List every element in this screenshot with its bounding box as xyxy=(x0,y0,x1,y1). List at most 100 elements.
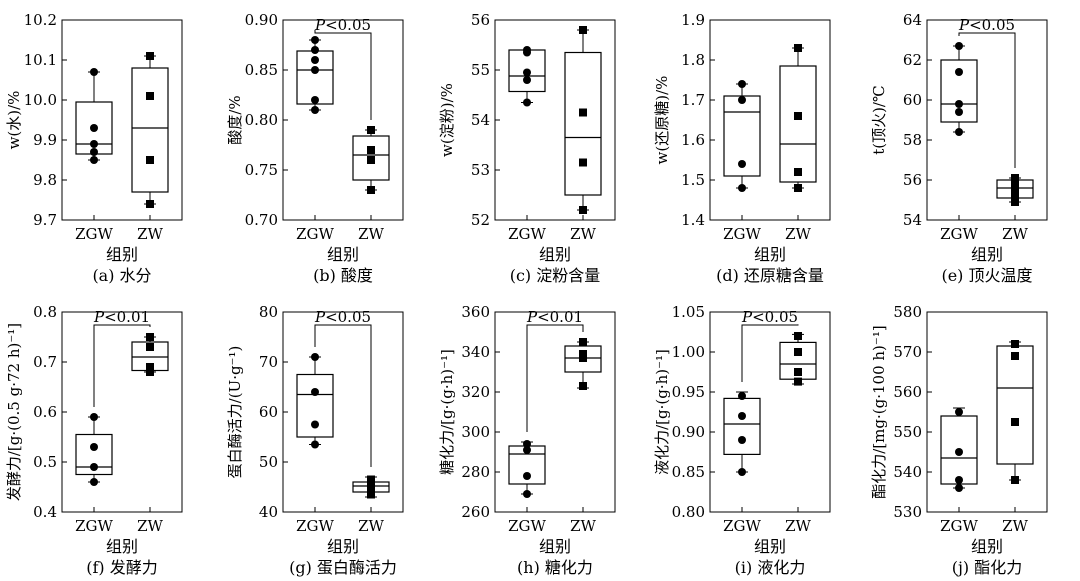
chart-b-data-point xyxy=(311,36,319,44)
chart-h-xlabel: 组别 xyxy=(539,537,571,556)
chart-b-ytick-label: 0.85 xyxy=(245,61,278,79)
chart-g-ytick-label: 50 xyxy=(259,453,278,471)
chart-i-significance-bracket xyxy=(741,324,799,382)
chart-d-data-point xyxy=(738,184,746,192)
chart-a-data-point xyxy=(90,148,98,156)
chart-h-data-point xyxy=(523,440,531,448)
chart-e-ytick-label: 64 xyxy=(903,11,922,29)
chart-c-ytick-label: 56 xyxy=(471,11,490,29)
chart-a-ytick-label: 10.0 xyxy=(24,91,57,109)
chart-h-ytick-label: 320 xyxy=(461,383,490,401)
chart-e-significance-label: P<0.05 xyxy=(958,16,1015,34)
chart-a-ytick-label: 10.2 xyxy=(24,11,57,29)
chart-c-ytick-label: 52 xyxy=(471,211,490,229)
chart-i-data-point xyxy=(738,412,746,420)
chart-i-data-point xyxy=(738,436,746,444)
chart-e-data-point xyxy=(1011,198,1019,206)
chart-h-significance-label: P<0.01 xyxy=(526,308,583,326)
chart-f-ytick-label: 0.6 xyxy=(33,403,57,421)
chart-a-ylabel: w(水)/% xyxy=(5,91,23,150)
chart-j-ytick-label: 550 xyxy=(893,423,922,441)
chart-b-xtick-label: ZW xyxy=(358,225,384,243)
chart-a-data-point xyxy=(90,124,98,132)
chart-h-ytick-label: 340 xyxy=(461,343,490,361)
chart-d-xtick-label: ZGW xyxy=(723,225,761,243)
chart-j-data-point xyxy=(1011,352,1019,360)
chart-e-data-point xyxy=(955,128,963,136)
chart-j-data-point xyxy=(955,408,963,416)
chart-e-data-point xyxy=(1011,190,1019,198)
chart-h-significance-bracket xyxy=(526,324,584,432)
chart-i-xtick-label: ZGW xyxy=(723,517,761,535)
chart-f-data-point xyxy=(146,333,154,341)
chart-b-data-point xyxy=(311,66,319,74)
chart-b-ytick-label: 0.70 xyxy=(245,211,278,229)
chart-e-xlabel: 组别 xyxy=(971,245,1003,264)
chart-b-ytick-label: 0.80 xyxy=(245,111,278,129)
chart-g-ytick-label: 40 xyxy=(259,503,278,521)
chart-a-box xyxy=(131,67,169,193)
chart-b-ylabel: 酸度/% xyxy=(226,95,244,144)
chart-g-ytick-label: 80 xyxy=(259,303,278,321)
chart-j-xtick-label: ZGW xyxy=(940,517,978,535)
chart-g-xlabel: 组别 xyxy=(327,537,359,556)
chart-d-ytick-label: 1.8 xyxy=(681,51,705,69)
chart-f-significance-bracket xyxy=(93,324,151,407)
chart-f-xlabel: 组别 xyxy=(106,537,138,556)
chart-h-data-point xyxy=(579,350,587,358)
chart-f-data-point xyxy=(90,463,98,471)
chart-g-significance-bracket xyxy=(314,324,372,467)
chart-e-data-point xyxy=(955,68,963,76)
chart-b-plot-frame xyxy=(282,19,404,221)
chart-j-ytick-label: 540 xyxy=(893,463,922,481)
chart-f-data-point xyxy=(90,413,98,421)
chart-f-ytick-label: 0.4 xyxy=(33,503,57,521)
chart-f-ytick-label: 0.7 xyxy=(33,353,57,371)
chart-d-data-point xyxy=(738,80,746,88)
chart-a-ytick-label: 9.7 xyxy=(33,211,57,229)
chart-e-ytick-label: 62 xyxy=(903,51,922,69)
chart-j-data-point xyxy=(1011,476,1019,484)
chart-c-ytick-label: 54 xyxy=(471,111,490,129)
chart-c-data-point xyxy=(523,98,531,107)
chart-i-ytick-label: 1.00 xyxy=(672,343,705,361)
chart-i-data-point xyxy=(738,392,746,400)
chart-e-xtick-label: ZGW xyxy=(940,225,978,243)
chart-f-data-point xyxy=(90,478,98,486)
chart-h-ytick-label: 360 xyxy=(461,303,490,321)
chart-c-data-point xyxy=(579,108,587,117)
chart-b-data-point xyxy=(311,96,319,104)
chart-c-data-point xyxy=(523,46,531,54)
chart-h-data-point xyxy=(523,446,531,454)
chart-a-title: (a) 水分 xyxy=(92,266,151,285)
chart-a-plot-frame xyxy=(61,19,183,221)
chart-i-ytick-label: 0.80 xyxy=(672,503,705,521)
chart-b-data-point xyxy=(311,106,319,114)
chart-h-ytick-label: 300 xyxy=(461,423,490,441)
chart-c-xlabel: 组别 xyxy=(539,245,571,264)
chart-c-ytick-label: 55 xyxy=(471,61,490,79)
chart-e-ylabel: t(顶火)/℃ xyxy=(870,85,888,155)
chart-f-ytick-label: 0.8 xyxy=(33,303,57,321)
chart-i-xlabel: 组别 xyxy=(754,537,786,556)
chart-j-data-point xyxy=(955,448,963,456)
chart-d-ytick-label: 1.9 xyxy=(681,11,705,29)
chart-h-ytick-label: 260 xyxy=(461,503,490,521)
chart-d-xlabel: 组别 xyxy=(754,245,786,264)
chart-c-data-point xyxy=(579,158,587,167)
chart-c-data-point xyxy=(579,206,587,214)
chart-j-box xyxy=(996,345,1034,465)
chart-a-data-point xyxy=(146,52,154,60)
chart-h-data-point xyxy=(579,382,587,390)
chart-e-data-point xyxy=(1011,174,1019,182)
chart-f-xtick-label: ZW xyxy=(137,517,163,535)
chart-h-plot-frame xyxy=(494,311,616,513)
chart-j-data-point xyxy=(955,476,963,484)
chart-e-title: (e) 顶火温度 xyxy=(941,266,1032,285)
chart-j-xlabel: 组别 xyxy=(971,537,1003,556)
chart-b-significance-label: P<0.05 xyxy=(314,16,371,34)
chart-f-significance-label: P<0.01 xyxy=(93,308,150,326)
chart-d-data-point xyxy=(738,96,746,104)
chart-j-ylabel: 酯化力/[mg·(g·100 h)⁻¹] xyxy=(870,325,888,498)
chart-d-title: (d) 还原糖含量 xyxy=(716,266,824,285)
